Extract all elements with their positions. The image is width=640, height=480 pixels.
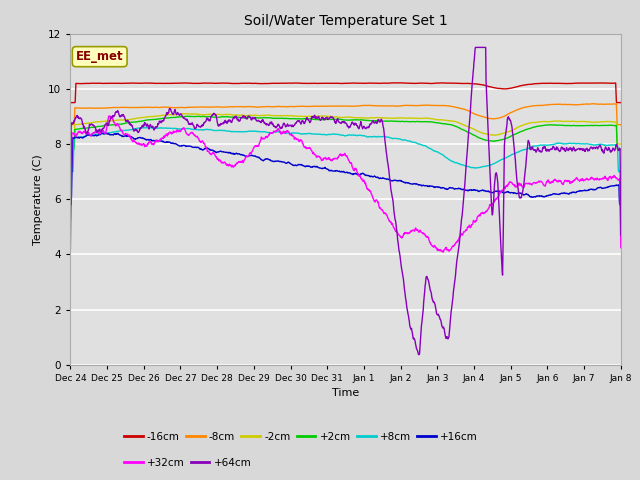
Y-axis label: Temperature (C): Temperature (C): [33, 154, 43, 245]
+2cm: [312, 117, 319, 122]
+16cm: [98, 130, 106, 136]
Line: +64cm: +64cm: [70, 48, 621, 355]
-16cm: [67, 100, 74, 106]
Line: -2cm: -2cm: [70, 114, 621, 144]
+8cm: [312, 131, 319, 137]
-2cm: [132, 116, 140, 121]
-2cm: [109, 118, 117, 124]
+2cm: [109, 122, 117, 128]
-16cm: [312, 81, 319, 86]
+8cm: [380, 133, 388, 139]
+2cm: [300, 116, 308, 122]
+8cm: [300, 131, 308, 137]
+32cm: [380, 211, 388, 216]
+64cm: [300, 120, 308, 126]
-16cm: [300, 81, 308, 86]
-16cm: [394, 80, 401, 86]
+64cm: [312, 116, 319, 121]
-8cm: [380, 103, 387, 109]
-2cm: [322, 113, 330, 119]
Title: Soil/Water Temperature Set 1: Soil/Water Temperature Set 1: [244, 14, 447, 28]
Text: EE_met: EE_met: [76, 50, 124, 63]
-2cm: [312, 113, 319, 119]
+32cm: [312, 152, 319, 158]
-8cm: [312, 103, 319, 109]
Legend: +32cm, +64cm: +32cm, +64cm: [120, 454, 255, 472]
+16cm: [322, 166, 330, 171]
Line: -16cm: -16cm: [70, 83, 621, 103]
+32cm: [105, 113, 113, 119]
+64cm: [132, 126, 140, 132]
+16cm: [132, 136, 140, 142]
+8cm: [145, 125, 152, 131]
+32cm: [439, 250, 447, 255]
Line: +2cm: +2cm: [70, 116, 621, 150]
+64cm: [380, 125, 387, 131]
+16cm: [67, 202, 74, 208]
+16cm: [312, 164, 319, 169]
-16cm: [109, 80, 117, 86]
Line: +16cm: +16cm: [70, 133, 621, 205]
+16cm: [380, 176, 388, 181]
+64cm: [472, 45, 479, 50]
-8cm: [67, 122, 74, 128]
+2cm: [322, 117, 330, 122]
-8cm: [589, 101, 596, 107]
-16cm: [617, 100, 625, 106]
+64cm: [321, 117, 329, 122]
-16cm: [132, 80, 140, 86]
+2cm: [67, 147, 74, 153]
-2cm: [300, 114, 308, 120]
+8cm: [322, 132, 330, 138]
+8cm: [617, 169, 625, 175]
+32cm: [617, 245, 625, 251]
+32cm: [67, 246, 74, 252]
+8cm: [67, 169, 74, 175]
+2cm: [183, 113, 191, 119]
+32cm: [322, 155, 330, 160]
+32cm: [300, 144, 308, 150]
-8cm: [109, 105, 117, 110]
-8cm: [300, 103, 308, 109]
+64cm: [109, 113, 117, 119]
-8cm: [321, 103, 329, 109]
X-axis label: Time: Time: [332, 388, 359, 398]
-2cm: [67, 141, 74, 147]
-8cm: [132, 105, 140, 110]
-16cm: [321, 81, 329, 86]
+8cm: [132, 126, 140, 132]
Line: +32cm: +32cm: [70, 116, 621, 252]
-2cm: [180, 111, 188, 117]
-16cm: [380, 80, 387, 86]
+2cm: [380, 118, 388, 124]
+2cm: [132, 119, 140, 125]
-2cm: [617, 141, 625, 147]
Line: -8cm: -8cm: [70, 104, 621, 125]
-8cm: [617, 122, 625, 128]
+64cm: [415, 352, 423, 358]
-2cm: [380, 115, 388, 121]
+8cm: [109, 129, 117, 135]
+32cm: [109, 118, 117, 124]
+64cm: [67, 216, 74, 222]
+16cm: [300, 163, 308, 169]
+64cm: [617, 232, 625, 238]
+2cm: [617, 147, 625, 153]
+16cm: [109, 132, 117, 138]
Line: +8cm: +8cm: [70, 128, 621, 172]
+16cm: [617, 202, 625, 208]
+32cm: [132, 139, 140, 145]
